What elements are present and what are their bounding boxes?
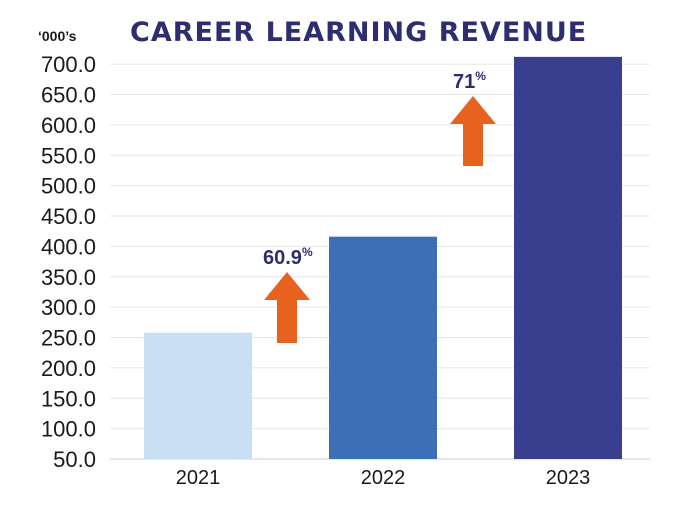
y-tick-label: 400.0 bbox=[41, 234, 96, 259]
chart-title: CAREER LEARNING REVENUE bbox=[130, 17, 588, 48]
x-tick-label: 2021 bbox=[176, 467, 221, 489]
y-tick-label: 350.0 bbox=[41, 265, 96, 290]
y-tick-label: 500.0 bbox=[41, 174, 96, 199]
up-arrow-icon bbox=[264, 272, 310, 343]
y-tick-label: 250.0 bbox=[41, 326, 96, 351]
y-tick-label: 300.0 bbox=[41, 295, 96, 320]
y-tick-label: 150.0 bbox=[41, 386, 96, 411]
x-tick-label: 2022 bbox=[361, 467, 406, 489]
y-tick-label: 200.0 bbox=[41, 356, 96, 381]
y-tick-label: 50.0 bbox=[53, 447, 96, 472]
bar-2023 bbox=[514, 56, 622, 459]
up-arrow-icon bbox=[450, 96, 496, 166]
y-tick-label: 550.0 bbox=[41, 143, 96, 168]
y-tick-label: 600.0 bbox=[41, 113, 96, 138]
y-tick-label: 700.0 bbox=[41, 52, 96, 77]
x-tick-label: 2023 bbox=[546, 467, 591, 489]
units-label: ‘000’s bbox=[38, 28, 77, 44]
percent-sign: % bbox=[302, 245, 313, 259]
growth-label: 71% bbox=[453, 69, 486, 93]
y-tick-label: 450.0 bbox=[41, 204, 96, 229]
y-tick-label: 100.0 bbox=[41, 417, 96, 442]
y-tick-label: 650.0 bbox=[41, 83, 96, 108]
bar-2021 bbox=[144, 332, 252, 459]
percent-sign: % bbox=[475, 69, 486, 83]
bar-2022 bbox=[329, 236, 437, 459]
growth-label: 60.9% bbox=[263, 245, 313, 269]
